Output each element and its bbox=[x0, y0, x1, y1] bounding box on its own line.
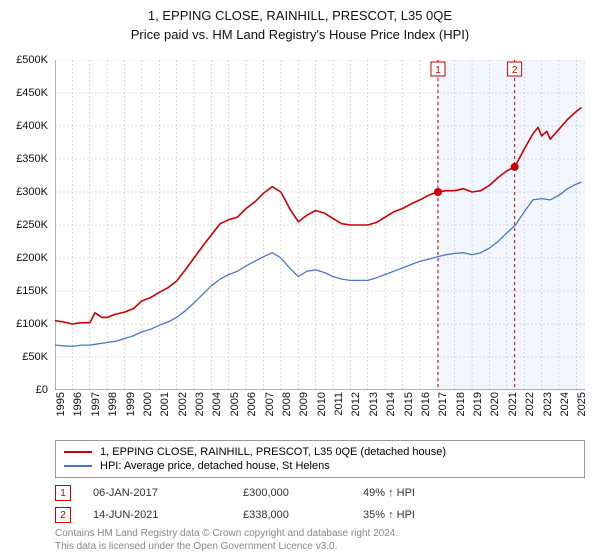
x-tick-label: 2024 bbox=[559, 392, 571, 416]
y-tick-label: £100K bbox=[16, 318, 48, 330]
chart-container: 1, EPPING CLOSE, RAINHILL, PRESCOT, L35 … bbox=[0, 0, 600, 560]
x-tick-label: 2020 bbox=[489, 392, 501, 416]
x-tick-label: 2022 bbox=[524, 392, 536, 416]
x-tick-label: 2003 bbox=[194, 392, 206, 416]
y-tick-label: £200K bbox=[16, 252, 48, 264]
chart-svg: 12 bbox=[55, 60, 585, 390]
legend-row: 1, EPPING CLOSE, RAINHILL, PRESCOT, L35 … bbox=[64, 445, 576, 459]
x-tick-label: 2011 bbox=[333, 392, 345, 416]
x-tick-label: 2014 bbox=[385, 392, 397, 416]
y-tick-label: £400K bbox=[16, 120, 48, 132]
legend-label: 1, EPPING CLOSE, RAINHILL, PRESCOT, L35 … bbox=[100, 446, 446, 458]
x-tick-label: 1996 bbox=[72, 392, 84, 416]
x-tick-label: 2002 bbox=[177, 392, 189, 416]
footer-text: Contains HM Land Registry data © Crown c… bbox=[55, 528, 585, 553]
x-tick-label: 2006 bbox=[246, 392, 258, 416]
marker-price: £338,000 bbox=[243, 509, 363, 521]
y-tick-label: £500K bbox=[16, 54, 48, 66]
x-tick-label: 2017 bbox=[437, 392, 449, 416]
footer-line-1: Contains HM Land Registry data © Crown c… bbox=[55, 528, 585, 541]
x-tick-label: 2009 bbox=[298, 392, 310, 416]
x-tick-label: 2018 bbox=[455, 392, 467, 416]
marker-badge: 2 bbox=[55, 507, 71, 523]
chart-subtitle: Price paid vs. HM Land Registry's House … bbox=[0, 27, 600, 42]
footer-line-2: This data is licensed under the Open Gov… bbox=[55, 541, 585, 554]
y-tick-label: £50K bbox=[22, 351, 48, 363]
marker-row: 1 06-JAN-2017£300,00049% ↑ HPI bbox=[55, 482, 585, 504]
x-tick-label: 1998 bbox=[107, 392, 119, 416]
y-tick-label: £300K bbox=[16, 186, 48, 198]
x-tick-label: 2007 bbox=[264, 392, 276, 416]
x-tick-label: 2012 bbox=[350, 392, 362, 416]
legend-swatch bbox=[64, 451, 92, 453]
marker-price: £300,000 bbox=[243, 487, 363, 499]
x-tick-label: 2001 bbox=[159, 392, 171, 416]
x-tick-label: 2019 bbox=[472, 392, 484, 416]
svg-text:2: 2 bbox=[512, 65, 518, 76]
legend-swatch bbox=[64, 465, 92, 467]
x-tick-label: 2025 bbox=[576, 392, 588, 416]
marker-delta: 35% ↑ HPI bbox=[363, 509, 483, 521]
chart-title: 1, EPPING CLOSE, RAINHILL, PRESCOT, L35 … bbox=[0, 8, 600, 23]
svg-text:1: 1 bbox=[435, 65, 441, 76]
y-tick-label: £150K bbox=[16, 285, 48, 297]
x-tick-label: 2004 bbox=[211, 392, 223, 416]
x-tick-label: 2008 bbox=[281, 392, 293, 416]
legend-row: HPI: Average price, detached house, St H… bbox=[64, 459, 576, 473]
marker-badge: 1 bbox=[55, 485, 71, 501]
y-tick-label: £250K bbox=[16, 219, 48, 231]
legend-label: HPI: Average price, detached house, St H… bbox=[100, 460, 330, 472]
x-tick-label: 2016 bbox=[420, 392, 432, 416]
x-tick-label: 2000 bbox=[142, 392, 154, 416]
y-axis-labels: £0£50K£100K£150K£200K£250K£300K£350K£400… bbox=[0, 60, 52, 390]
marker-date: 14-JUN-2021 bbox=[93, 509, 243, 521]
x-tick-label: 1997 bbox=[90, 392, 102, 416]
x-tick-label: 2013 bbox=[368, 392, 380, 416]
y-tick-label: £350K bbox=[16, 153, 48, 165]
x-tick-label: 2010 bbox=[316, 392, 328, 416]
x-tick-label: 2021 bbox=[507, 392, 519, 416]
legend: 1, EPPING CLOSE, RAINHILL, PRESCOT, L35 … bbox=[55, 440, 585, 478]
marker-row: 2 14-JUN-2021£338,00035% ↑ HPI bbox=[55, 504, 585, 526]
y-tick-label: £0 bbox=[36, 384, 48, 396]
x-tick-label: 2015 bbox=[403, 392, 415, 416]
markers-table: 1 06-JAN-2017£300,00049% ↑ HPI 2 14-JUN-202… bbox=[55, 482, 585, 526]
x-tick-label: 2005 bbox=[229, 392, 241, 416]
x-tick-label: 1999 bbox=[125, 392, 137, 416]
y-tick-label: £450K bbox=[16, 87, 48, 99]
chart-plot-area: 12 bbox=[55, 60, 585, 390]
marker-delta: 49% ↑ HPI bbox=[363, 487, 483, 499]
title-block: 1, EPPING CLOSE, RAINHILL, PRESCOT, L35 … bbox=[0, 0, 600, 42]
marker-date: 06-JAN-2017 bbox=[93, 487, 243, 499]
x-tick-label: 1995 bbox=[55, 392, 67, 416]
x-tick-label: 2023 bbox=[542, 392, 554, 416]
